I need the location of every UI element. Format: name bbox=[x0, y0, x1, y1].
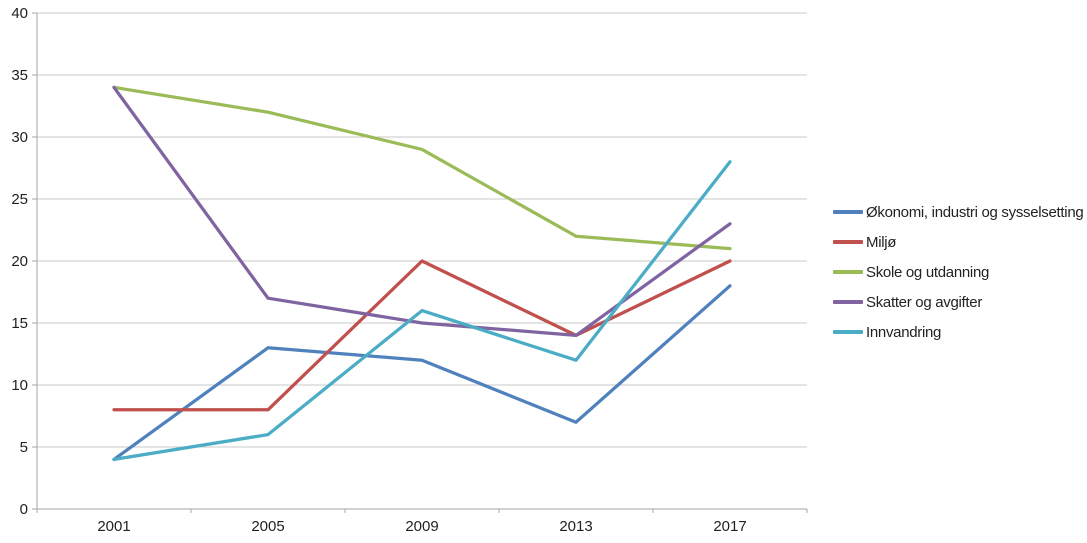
legend-label: Innvandring bbox=[866, 323, 942, 341]
x-tick-label: 2009 bbox=[405, 518, 438, 535]
x-tick-label: 2005 bbox=[251, 518, 284, 535]
legend-item-2: Miljø bbox=[833, 227, 1083, 257]
legend-label: Økonomi, industri og sysselsetting bbox=[866, 203, 1084, 221]
y-tick-label: 20 bbox=[11, 253, 28, 270]
x-tick-label: 2017 bbox=[713, 518, 746, 535]
legend-line-swatch bbox=[833, 240, 863, 244]
y-tick-label: 5 bbox=[20, 439, 28, 456]
legend-line-swatch bbox=[833, 270, 863, 274]
legend-line-swatch bbox=[833, 210, 863, 214]
legend-item-3: Skole og utdanning bbox=[833, 257, 1083, 287]
legend-item-1: Økonomi, industri og sysselsetting bbox=[833, 197, 1084, 227]
y-tick-label: 10 bbox=[11, 377, 28, 394]
y-tick-label: 0 bbox=[20, 501, 28, 518]
legend-item-4: Skatter og avgifter bbox=[833, 287, 1083, 317]
legend-item-5: Innvandring bbox=[833, 317, 1083, 347]
series-line-5 bbox=[112, 160, 732, 462]
legend-label: Skole og utdanning bbox=[866, 263, 990, 281]
y-tick-label: 35 bbox=[11, 67, 28, 84]
legend: Økonomi, industri og sysselsetting Miljø S… bbox=[833, 197, 1084, 347]
legend-label: Miljø bbox=[866, 233, 897, 251]
y-tick-label: 40 bbox=[11, 5, 28, 22]
y-tick-label: 30 bbox=[11, 129, 28, 146]
series-line-2 bbox=[112, 259, 732, 412]
x-tick-label: 2001 bbox=[97, 518, 130, 535]
legend-label: Skatter og avgifter bbox=[866, 293, 983, 311]
legend-line-swatch bbox=[833, 300, 863, 304]
y-tick-label: 15 bbox=[11, 315, 28, 332]
x-tick-label: 2013 bbox=[559, 518, 592, 535]
series-line-3 bbox=[112, 85, 732, 251]
series-line-1 bbox=[112, 284, 732, 462]
series-line-4 bbox=[112, 85, 732, 338]
legend-line-swatch bbox=[833, 330, 863, 334]
y-tick-label: 25 bbox=[11, 191, 28, 208]
